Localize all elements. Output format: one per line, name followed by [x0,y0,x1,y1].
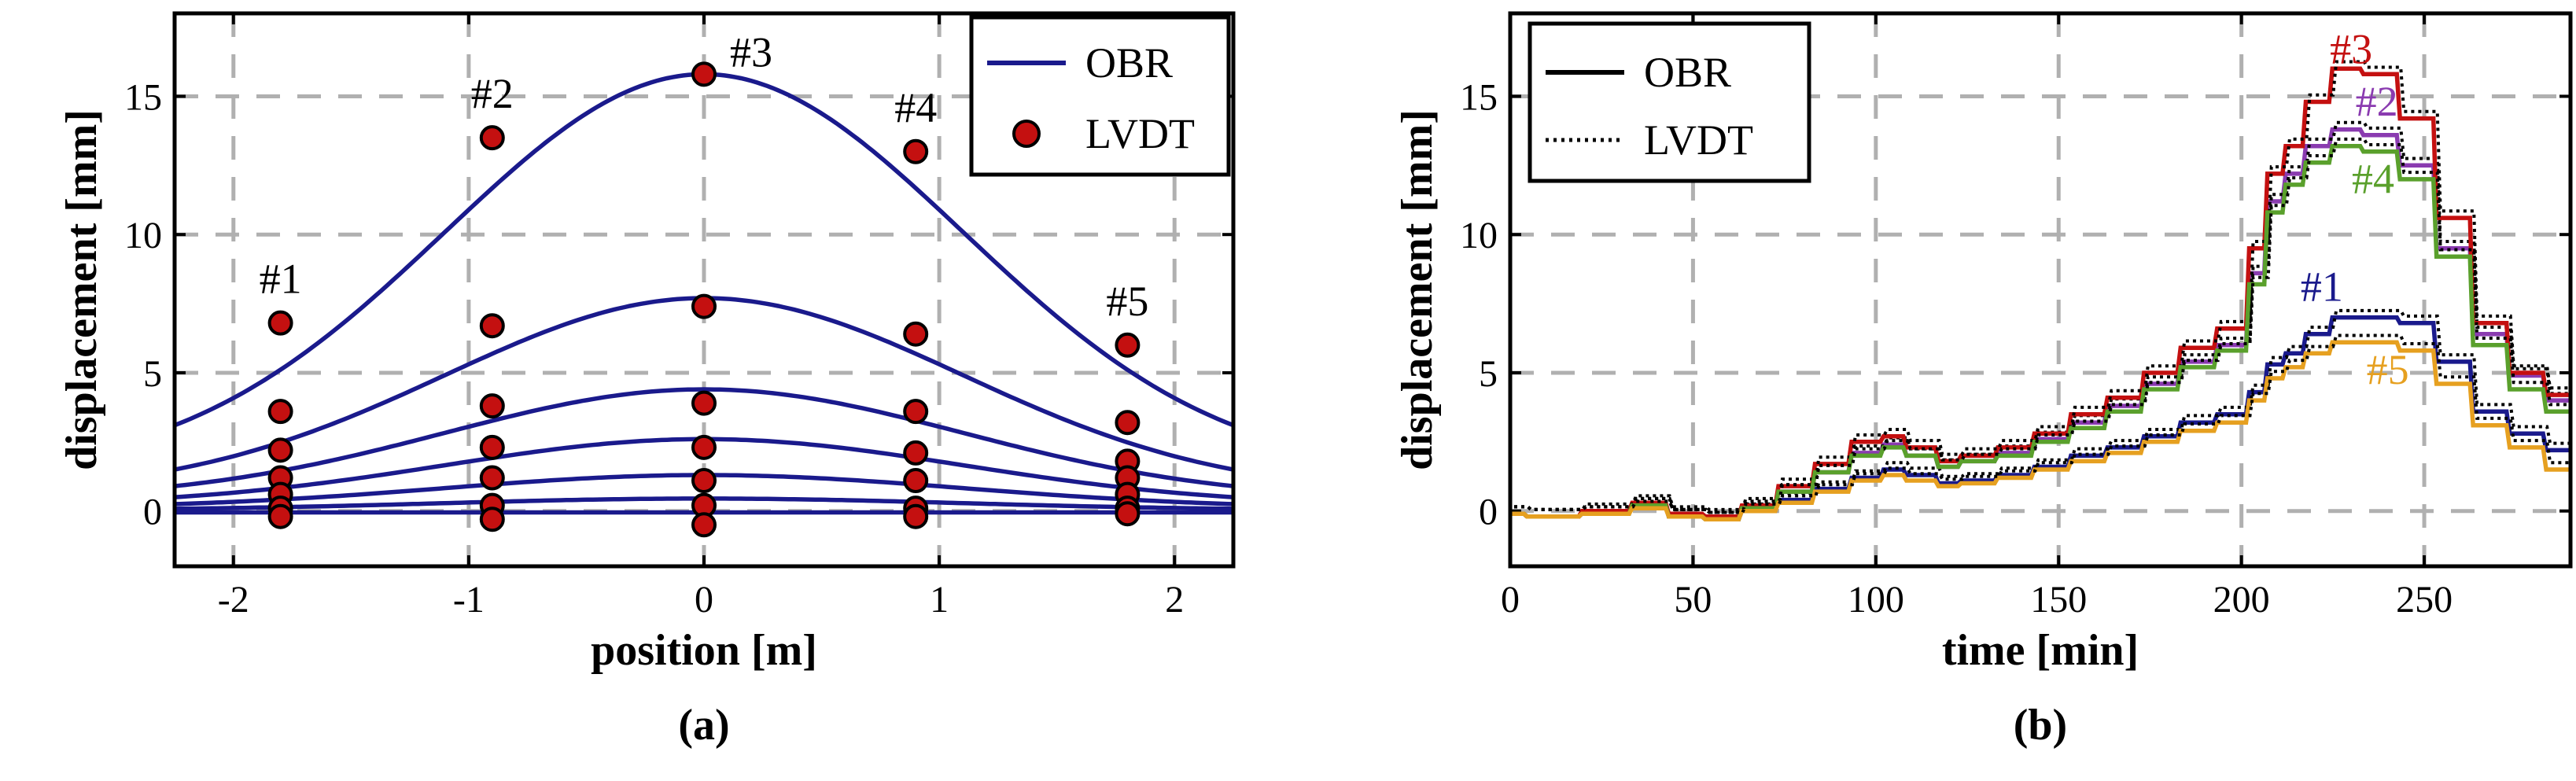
series-annotation: #4 [2352,155,2394,202]
series-annotation: #5 [2367,346,2409,393]
panel-a: -2 -1 0 1 2 0 5 10 15 position [m] displacement [m… [57,11,1236,750]
legend-lvdt-swatch [1012,120,1041,148]
plot-area-b [1510,60,2570,521]
sensor-label: #1 [260,256,302,303]
x-tick-label: 50 [1674,579,1712,621]
x-tick-label: -2 [218,579,249,621]
lvdt-point [267,437,293,463]
x-tick-label: 250 [2396,579,2453,621]
lvdt-point [1115,410,1141,436]
lvdt-point [479,465,505,491]
legend-b: OBR LVDT [1528,21,1811,183]
series-annotation: #2 [2356,78,2398,125]
legend-a: OBR LVDT [969,15,1231,177]
y-tick-label: 15 [1460,76,1498,118]
y-tick-label: 0 [1479,492,1498,533]
legend-obr-label: OBR [1644,49,1731,96]
legend-lvdt-label: LVDT [1644,116,1753,164]
x-axis-label: position [m] [591,626,817,675]
x-tick-label: 2 [1165,579,1184,621]
y-tick-label: 5 [1479,353,1498,395]
lvdt-point [903,440,929,466]
plot-area-a [175,61,1233,538]
lvdt-point [903,468,929,494]
sensor-label: #5 [1106,278,1148,325]
x-tick-label: 200 [2213,579,2270,621]
lvdt-point [479,313,505,339]
lvdt-point [691,512,717,538]
x-tick-label: 0 [695,579,713,621]
legend-box [1528,21,1811,183]
lvdt-point [267,310,293,336]
lvdt-series-#1 [1513,308,2570,514]
x-axis-label: time [min] [1942,626,2139,675]
lvdt-series-#4 [1513,137,2570,514]
y-tick-label: 10 [1460,215,1498,256]
sensor-label: #4 [894,84,937,131]
lvdt-point [1115,332,1141,358]
lvdt-point [479,125,505,151]
panel-b: 0 50 100 150 200 250 0 5 10 15 time [min] displacem… [1393,11,2573,750]
lvdt-point [903,138,929,164]
panel-caption: (a) [678,701,729,750]
lvdt-point [479,507,505,532]
lvdt-point [903,321,929,347]
legend-box [969,15,1231,177]
lvdt-point [691,468,717,494]
lvdt-series-#5 [1513,333,2570,514]
lvdt-point [267,503,293,529]
lvdt-point [267,399,293,425]
obr-series-#4 [1510,143,2570,521]
x-tick-label: 150 [2030,579,2087,621]
x-tick-label: 1 [930,579,949,621]
y-tick-label: 15 [124,76,162,118]
obr-line-2 [175,387,1233,488]
x-tick-label: 0 [1501,579,1520,621]
lvdt-point [479,393,505,419]
lvdt-point [479,434,505,460]
obr-series-#5 [1510,340,2570,521]
lvdt-series-#3 [1513,60,2570,511]
lvdt-point [691,434,717,460]
series-annotation: #3 [2330,25,2372,72]
y-tick-label: 5 [143,353,162,395]
y-axis-label: displacement [mm] [1393,109,1442,470]
sensor-label: #2 [471,70,514,117]
x-tick-label: 100 [1848,579,1904,621]
obr-series-#3 [1510,66,2570,519]
lvdt-point [691,61,717,87]
lvdt-point [691,293,717,319]
y-axis-label: displacement [mm] [57,109,106,470]
series-annotation: #1 [2301,263,2343,311]
lvdt-point [903,503,929,529]
legend-obr-label: OBR [1085,39,1173,87]
plot-frame-b [1508,11,2573,569]
y-tick-label: 10 [124,215,162,256]
plot-frame-a [172,11,1236,569]
sensor-label: #3 [730,28,772,76]
lvdt-point [903,399,929,425]
x-tick-label: -1 [453,579,485,621]
y-tick-label: 0 [143,492,162,533]
lvdt-point [1115,501,1141,527]
legend-lvdt-label: LVDT [1085,110,1195,157]
obr-series-#1 [1510,315,2570,521]
lvdt-point [691,390,717,416]
panel-caption: (b) [2014,701,2067,750]
